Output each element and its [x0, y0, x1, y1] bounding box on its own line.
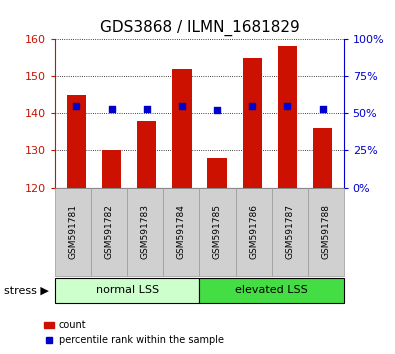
Bar [102, 150, 121, 188]
Text: elevated LSS: elevated LSS [235, 285, 308, 295]
Bar [172, 69, 192, 188]
Text: GSM591783: GSM591783 [141, 204, 150, 259]
Text: stress ▶: stress ▶ [4, 285, 49, 295]
Bar [207, 158, 227, 188]
Text: GSM591782: GSM591782 [105, 204, 114, 259]
Point [284, 103, 291, 109]
Text: GSM591781: GSM591781 [69, 204, 78, 259]
Text: GSM591787: GSM591787 [285, 204, 294, 259]
Bar [313, 128, 332, 188]
Point [320, 106, 326, 112]
Point [143, 106, 150, 112]
Text: normal LSS: normal LSS [96, 285, 159, 295]
Legend: count, percentile rank within the sample: count, percentile rank within the sample [40, 316, 228, 349]
Text: GSM591785: GSM591785 [213, 204, 222, 259]
Text: GSM591788: GSM591788 [321, 204, 330, 259]
Bar [137, 121, 156, 188]
Point [179, 103, 185, 109]
Point [249, 103, 256, 109]
Point [214, 108, 220, 113]
Bar [243, 58, 262, 188]
Text: GSM591784: GSM591784 [177, 204, 186, 259]
Bar [67, 95, 86, 188]
Title: GDS3868 / ILMN_1681829: GDS3868 / ILMN_1681829 [100, 20, 299, 36]
Point [108, 106, 115, 112]
Point [73, 103, 79, 109]
Text: GSM591786: GSM591786 [249, 204, 258, 259]
Bar [278, 46, 297, 188]
